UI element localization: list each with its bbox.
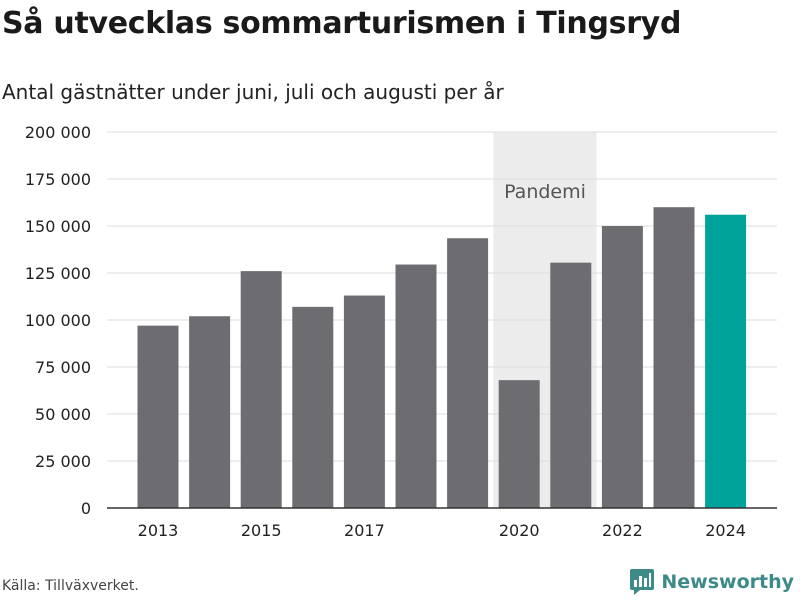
bar-2021 xyxy=(550,262,592,508)
newsworthy-logo[interactable]: Newsworthy xyxy=(629,568,794,596)
y-tick-label: 25 000 xyxy=(35,452,91,471)
x-tick-label: 2024 xyxy=(705,521,746,540)
x-tick-label: 2017 xyxy=(344,521,385,540)
bar-2014 xyxy=(189,316,231,508)
bar-2023 xyxy=(653,207,695,508)
y-tick-label: 125 000 xyxy=(25,264,91,283)
x-tick-label: 2022 xyxy=(602,521,643,540)
y-tick-label: 50 000 xyxy=(35,405,91,424)
y-tick-label: 0 xyxy=(81,499,91,518)
y-tick-label: 150 000 xyxy=(25,217,91,236)
x-tick-label: 2020 xyxy=(499,521,540,540)
bar-2020 xyxy=(498,380,540,508)
pandemic-label: Pandemi xyxy=(504,181,586,203)
bar-2022 xyxy=(601,226,643,508)
bar-2019 xyxy=(447,238,489,508)
bar-2018 xyxy=(395,264,437,508)
x-tick-label: 2015 xyxy=(241,521,282,540)
y-tick-label: 75 000 xyxy=(35,358,91,377)
bar-chart: 0 25 000 50 000 75 000 100 000 125 000 150 000… xyxy=(25,123,777,540)
brand-name: Newsworthy xyxy=(661,571,794,593)
newsworthy-icon xyxy=(630,569,655,595)
bar-2015 xyxy=(240,271,282,508)
bar-2017 xyxy=(343,295,385,508)
bar-2024 xyxy=(705,214,747,508)
bar-2016 xyxy=(292,306,334,508)
chart-title: Så utvecklas sommarturismen i Tingsryd xyxy=(2,6,682,41)
source-note: Källa: Tillväxverket. xyxy=(2,578,139,594)
y-tick-label: 100 000 xyxy=(25,311,91,330)
x-tick-label: 2013 xyxy=(138,521,179,540)
bar-2013 xyxy=(137,325,179,508)
y-tick-label: 200 000 xyxy=(25,123,91,142)
y-tick-label: 175 000 xyxy=(25,170,91,189)
chart-subtitle: Antal gästnätter under juni, juli och au… xyxy=(2,80,504,104)
